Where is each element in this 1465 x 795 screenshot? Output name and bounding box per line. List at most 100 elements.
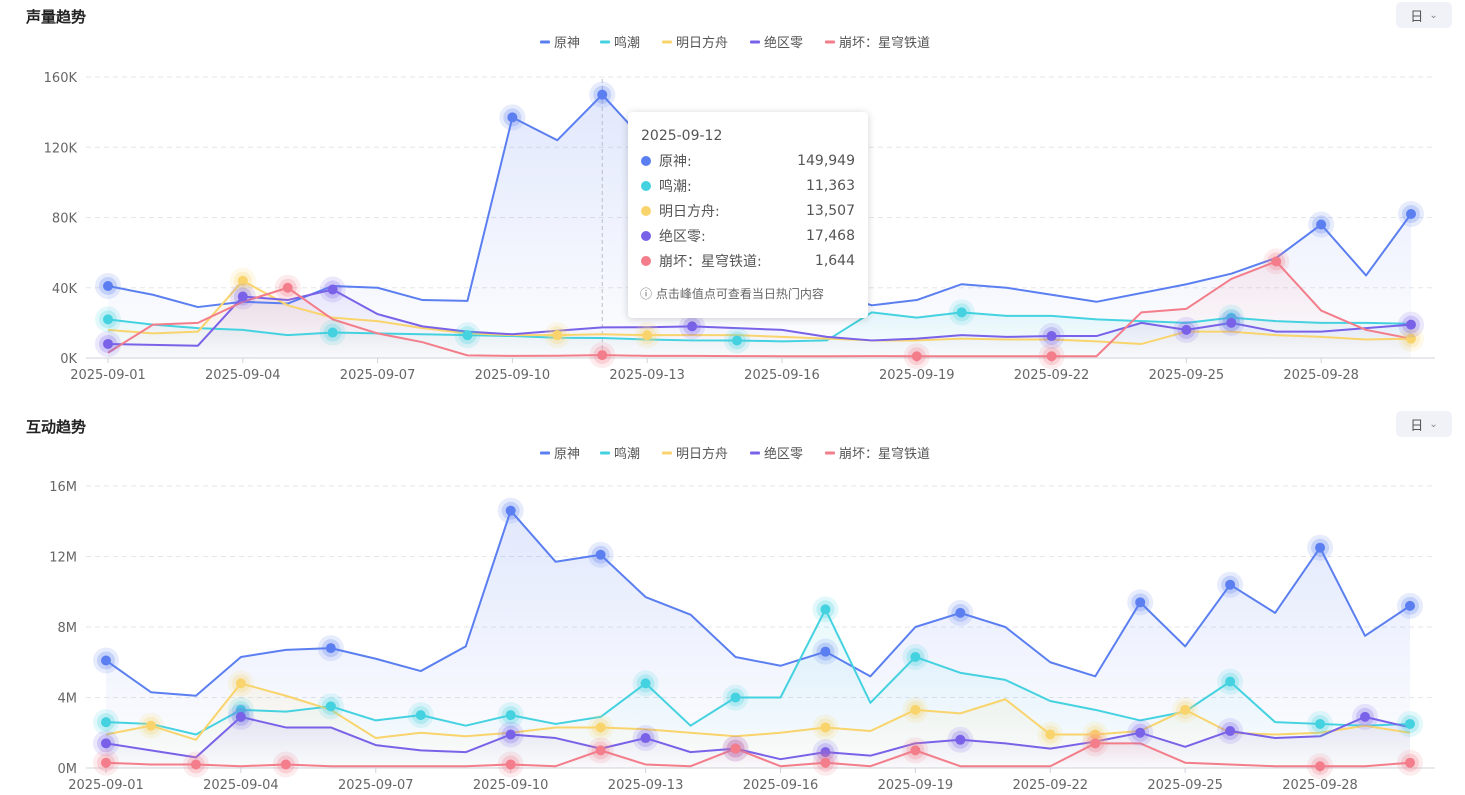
data-point	[1315, 718, 1326, 729]
data-point	[1405, 757, 1415, 768]
volume-title: 声量趋势	[26, 8, 87, 26]
data-point	[1225, 725, 1236, 736]
data-point	[911, 351, 922, 362]
data-point	[1406, 319, 1416, 330]
data-point	[595, 549, 606, 560]
data-point	[820, 722, 831, 733]
series-marker-icon	[641, 231, 651, 241]
data-point	[910, 704, 921, 715]
data-point	[1405, 600, 1415, 611]
tooltip-row: 鸣潮: 11,363	[641, 176, 855, 196]
tooltip-hint-text: 点击峰值点可查看当日热门内容	[655, 287, 824, 301]
tooltip-row: 原神: 149,949	[641, 151, 855, 171]
legend-label: 绝区零	[764, 446, 803, 462]
data-point	[237, 291, 248, 302]
data-point	[1180, 704, 1191, 715]
series-line	[105, 715, 1411, 761]
tooltip-series-name: 崩坏：星穹铁道:	[659, 254, 762, 270]
y-tick-label: 4M	[58, 692, 78, 707]
series-line	[105, 742, 1411, 768]
data-point	[103, 280, 113, 291]
legend-marker	[600, 451, 610, 455]
legend-label: 明日方舟	[676, 35, 728, 51]
x-tick-label: 2025-09-28	[1282, 778, 1358, 793]
data-point	[505, 710, 516, 721]
data-point	[1135, 597, 1146, 608]
series-area	[108, 261, 1411, 358]
data-point	[730, 743, 741, 754]
volume-panel: 声量趋势 日 ⌄	[0, 0, 1465, 395]
y-tick-label: 0K	[60, 352, 77, 367]
data-point	[325, 643, 336, 654]
data-point	[1225, 676, 1236, 687]
data-point	[956, 307, 967, 318]
y-tick-label: 80K	[52, 212, 78, 227]
data-point	[1090, 738, 1101, 749]
data-point	[597, 350, 608, 361]
legend-label: 原神	[554, 447, 580, 462]
data-point	[642, 330, 653, 341]
chevron-down-icon: ⌄	[1429, 9, 1438, 21]
y-tick-label: 40K	[52, 282, 78, 297]
data-point	[235, 704, 246, 715]
x-tick-label: 2025-09-10	[475, 368, 551, 383]
data-point	[820, 604, 831, 615]
data-point	[595, 722, 606, 733]
x-tick-label: 2025-09-07	[340, 368, 416, 383]
volume-period-select[interactable]: 日 ⌄	[1396, 2, 1452, 28]
series-line	[105, 682, 1411, 741]
data-point	[145, 720, 156, 731]
legend-marker	[750, 40, 760, 44]
legend-label: 崩坏：星穹铁道	[839, 35, 930, 51]
series-marker-icon	[641, 256, 651, 266]
data-point	[597, 89, 608, 100]
x-tick-label: 2025-09-22	[1012, 778, 1088, 793]
data-point	[955, 607, 966, 618]
tooltip-series-name: 原神:	[659, 154, 692, 170]
data-point	[325, 701, 336, 712]
interaction-period-select[interactable]: 日 ⌄	[1396, 411, 1452, 437]
data-point	[1090, 729, 1101, 740]
info-icon: ⓘ	[640, 287, 653, 301]
legend-label: 明日方舟	[676, 446, 728, 462]
x-tick-label: 2025-09-07	[338, 778, 414, 793]
data-point	[1271, 256, 1282, 267]
data-point	[103, 314, 113, 325]
tooltip-series-value: 1,644	[814, 253, 855, 269]
x-tick-label: 2025-09-13	[608, 778, 684, 793]
data-point	[1405, 718, 1415, 729]
data-point	[1225, 579, 1236, 590]
data-point	[415, 710, 426, 721]
series-line	[107, 279, 1412, 345]
y-tick-label: 120K	[44, 141, 78, 156]
tooltip-hint: ⓘ 点击峰值点可查看当日热门内容	[640, 285, 824, 302]
data-point	[327, 327, 338, 338]
data-point	[505, 729, 516, 740]
data-point	[101, 757, 111, 768]
legend-marker	[662, 40, 672, 44]
x-tick-label: 2025-09-25	[1149, 368, 1225, 383]
series-marker-icon	[641, 181, 651, 191]
x-tick-label: 2025-09-16	[744, 368, 820, 383]
data-point	[640, 678, 651, 689]
y-tick-label: 16M	[49, 480, 77, 495]
legend-label: 鸣潮	[614, 446, 640, 462]
data-point	[462, 330, 473, 341]
data-point	[820, 747, 831, 758]
data-point	[1315, 542, 1326, 553]
series-marker-icon	[641, 206, 651, 216]
volume-period-label: 日	[1410, 9, 1424, 25]
data-point	[101, 655, 111, 666]
data-point	[910, 651, 921, 662]
series-line	[107, 260, 1412, 358]
data-point	[505, 505, 516, 516]
data-point	[1046, 331, 1057, 342]
legend-marker	[540, 451, 550, 455]
x-tick-label: 2025-09-04	[203, 778, 279, 793]
data-point	[1045, 729, 1056, 740]
x-tick-label: 2025-09-13	[609, 368, 685, 383]
data-point	[1406, 333, 1416, 344]
tooltip-series-name: 鸣潮:	[659, 179, 692, 195]
interaction-panel: 互动趋势 日 ⌄	[0, 400, 1465, 795]
x-tick-label: 2025-09-01	[70, 368, 146, 383]
